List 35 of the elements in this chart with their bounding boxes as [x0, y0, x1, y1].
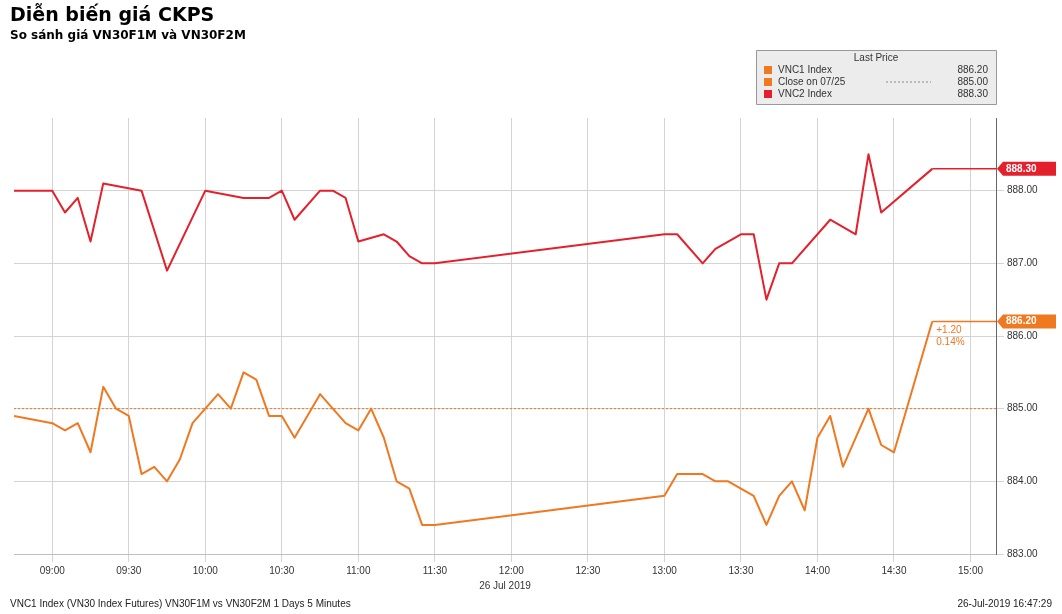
y-tick-label: 885.00	[1007, 402, 1039, 414]
x-tick-label: 15:00	[957, 564, 984, 576]
text: 26-Jul-2019 16:47:29	[957, 597, 1052, 609]
legend-label: VNC2 Index	[778, 87, 832, 99]
data-label: 888.30	[1006, 162, 1038, 174]
y-tick-label: 883.00	[1007, 547, 1039, 559]
data-label: 886.20	[1006, 315, 1038, 327]
legend-label: VNC1 Index	[778, 63, 832, 75]
x-tick-label: 10:30	[269, 564, 295, 576]
legend-title: Last Price	[853, 51, 899, 63]
text: 886.20	[957, 63, 988, 75]
x-tick-label: 09:30	[116, 564, 142, 576]
x-tick-label: 11:30	[422, 564, 448, 576]
x-tick-label: 12:30	[575, 564, 601, 576]
text: 888.30	[957, 87, 988, 99]
chart-title: Diễn biến giá CKPS	[10, 2, 216, 26]
annotation: +1.20	[936, 324, 962, 336]
y-tick-label: 887.00	[1007, 257, 1039, 269]
x-tick-label: 13:00	[651, 564, 678, 576]
annotation: 0.14%	[936, 336, 965, 348]
y-tick-label: 886.00	[1007, 329, 1039, 341]
y-tick-label: 884.00	[1007, 475, 1039, 487]
x-tick-label: 14:30	[881, 564, 907, 576]
x-tick-label: 13:30	[728, 564, 754, 576]
x-tick-label: 11:00	[346, 564, 371, 576]
legend-label: Close on 07/25	[778, 75, 846, 87]
y-tick-label: 888.00	[1007, 184, 1039, 196]
x-tick-label: 09:00	[39, 564, 66, 576]
x-tick-label: 10:00	[192, 564, 219, 576]
x-axis-title: 26 Jul 2019	[479, 579, 532, 591]
text: VNC1 Index (VN30 Index Futures) VN30F1M vs VN30F2M 1 Days 5 Minutes	[10, 597, 351, 609]
text: 885.00	[957, 75, 989, 87]
x-tick-label: 14:00	[804, 564, 831, 576]
x-tick-label: 12:00	[498, 564, 525, 576]
chart-subtitle: So sánh giá VN30F1M và VN30F2M	[10, 27, 247, 44]
